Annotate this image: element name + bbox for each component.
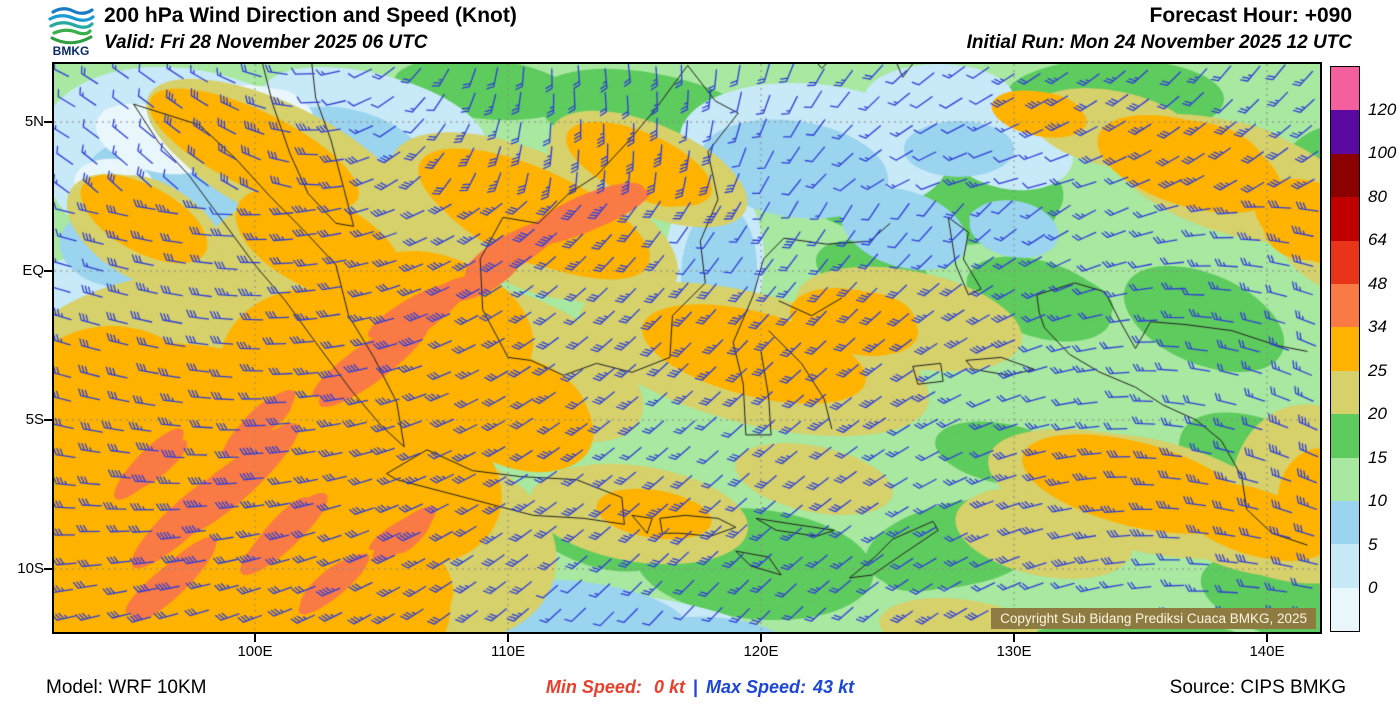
lat-axis-label: 5N — [24, 113, 44, 130]
min-speed-value: 0 kt — [653, 677, 685, 697]
wind-map-canvas — [54, 64, 1320, 632]
colorbar-segment — [1331, 414, 1359, 458]
speed-summary: Min Speed: 0 kt | Max Speed: 43 kt — [0, 677, 1400, 698]
colorbar-tick-label: 15 — [1368, 447, 1387, 467]
colorbar-segment — [1331, 327, 1359, 371]
colorbar-segment — [1331, 110, 1359, 154]
max-speed-value: 43 kt — [813, 677, 855, 697]
lon-axis-label: 110E — [491, 643, 525, 660]
bmkg-logo-text: BMKG — [53, 44, 90, 58]
colorbar-tick-label: 0 — [1368, 578, 1378, 598]
lon-tick — [507, 634, 509, 642]
lon-tick — [1266, 634, 1268, 642]
colorbar-tick-label: 20 — [1368, 404, 1387, 424]
colorbar-segment — [1331, 240, 1359, 284]
colorbar-segment — [1331, 67, 1359, 111]
colorbar-tick-label: 5 — [1368, 534, 1378, 554]
colorbar-segment — [1331, 283, 1359, 328]
lat-tick — [44, 419, 52, 421]
colorbar-tick-label: 80 — [1368, 186, 1387, 206]
colorbar-tick-label: 48 — [1368, 273, 1387, 293]
colorbar-segment — [1331, 544, 1359, 588]
min-speed-label: Min Speed: — [545, 677, 642, 697]
colorbar-tick-label: 25 — [1368, 360, 1387, 380]
lon-axis-label: 140E — [1249, 643, 1285, 660]
colorbar-segment — [1331, 370, 1359, 415]
lon-axis-label: 130E — [996, 643, 1032, 660]
lat-axis-label: 5S — [25, 411, 44, 428]
lat-axis-label: EQ — [22, 262, 44, 279]
colorbar-tick-label: 34 — [1368, 317, 1387, 337]
valid-time: Valid: Fri 28 November 2025 06 UTC — [104, 32, 428, 53]
lat-tick — [44, 270, 52, 272]
copyright-banner: Copyright Sub Bidang Prediksi Cuaca BMKG… — [991, 608, 1316, 629]
source-label: Source: CIPS BMKG — [1169, 677, 1346, 698]
page-title: 200 hPa Wind Direction and Speed (Knot) — [104, 4, 517, 27]
colorbar-segment — [1331, 587, 1359, 632]
colorbar-tick-label: 100 — [1368, 143, 1397, 163]
lon-axis-label: 100E — [237, 643, 273, 660]
bmkg-logo: BMKG — [44, 2, 98, 60]
colorbar — [1330, 66, 1360, 632]
colorbar-segment — [1331, 457, 1359, 501]
colorbar-tick-label: 10 — [1368, 491, 1387, 511]
colorbar-segment — [1331, 153, 1359, 198]
lon-tick — [254, 634, 256, 642]
initial-run: Initial Run: Mon 24 November 2025 12 UTC — [966, 32, 1352, 53]
bmkg-logo-icon: BMKG — [48, 7, 95, 58]
colorbar-segment — [1331, 500, 1359, 545]
colorbar-tick-label: 64 — [1368, 230, 1387, 250]
forecast-hour: Forecast Hour: +090 — [1149, 4, 1353, 27]
speed-separator: | — [692, 677, 699, 697]
map-area: Copyright Sub Bidang Prediksi Cuaca BMKG… — [52, 62, 1322, 634]
colorbar-segment — [1331, 197, 1359, 241]
lat-tick — [44, 121, 52, 123]
lat-axis-label: 10S — [17, 560, 44, 577]
lon-tick — [1013, 634, 1015, 642]
colorbar-tick-label: 120 — [1368, 99, 1397, 119]
model-label: Model: WRF 10KM — [46, 677, 207, 698]
lon-axis-label: 120E — [743, 643, 779, 660]
lon-tick — [760, 634, 762, 642]
max-speed-label: Max Speed: — [706, 677, 807, 697]
lat-tick — [44, 568, 52, 570]
